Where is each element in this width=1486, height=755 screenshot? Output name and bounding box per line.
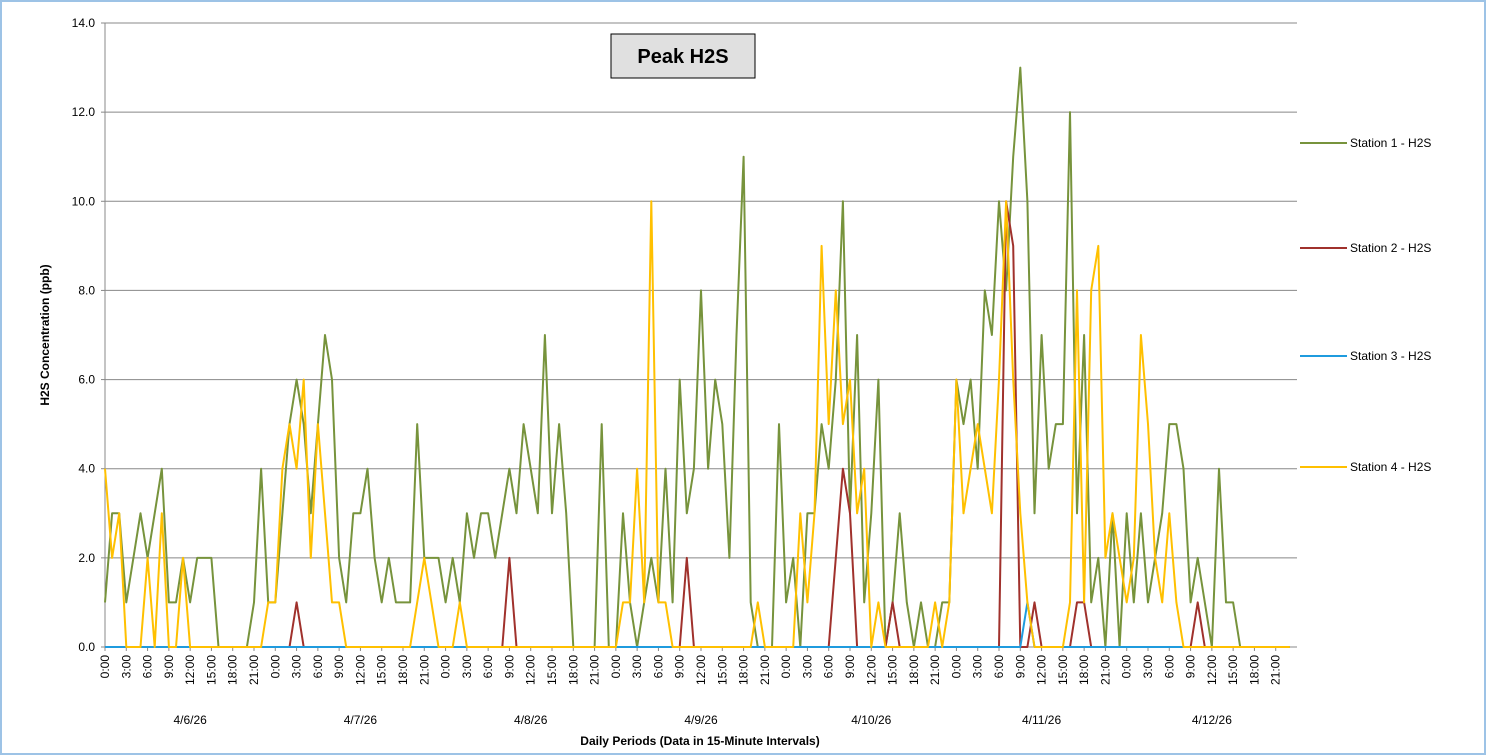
x-tick-label: 0:00 bbox=[439, 655, 453, 679]
x-tick-label: 9:00 bbox=[843, 655, 857, 679]
x-tick-label: 18:00 bbox=[226, 655, 240, 685]
x-tick-label: 9:00 bbox=[332, 655, 346, 679]
x-tick-label: 6:00 bbox=[992, 655, 1006, 679]
series-line bbox=[104, 200, 1290, 648]
day-label: 4/8/26 bbox=[514, 713, 548, 727]
x-tick-label: 0:00 bbox=[268, 655, 282, 679]
chart-title: Peak H2S bbox=[637, 46, 728, 68]
series-line bbox=[104, 66, 1290, 648]
title-box bbox=[610, 33, 756, 79]
x-tick-label: 21:00 bbox=[1269, 655, 1283, 685]
x-tick-label: 9:00 bbox=[673, 655, 687, 679]
x-tick-label: 15:00 bbox=[1226, 655, 1240, 685]
x-tick-label: 18:00 bbox=[907, 655, 921, 685]
x-axis-title: Daily Periods (Data in 15-Minute Interva… bbox=[580, 734, 819, 748]
day-label: 4/12/26 bbox=[1192, 713, 1232, 727]
x-tick-label: 9:00 bbox=[1013, 655, 1027, 679]
legend-label: Station 4 - H2S bbox=[1350, 460, 1431, 474]
legend-label: Station 2 - H2S bbox=[1350, 241, 1431, 255]
x-tick-label: 0:00 bbox=[1120, 655, 1134, 679]
y-tick-label: 14.0 bbox=[72, 16, 96, 30]
x-tick-label: 6:00 bbox=[1162, 655, 1176, 679]
x-tick-label: 15:00 bbox=[545, 655, 559, 685]
y-axis-title: H2S Concentration (ppb) bbox=[38, 264, 52, 405]
y-tick-label: 2.0 bbox=[78, 551, 95, 565]
x-tick-label: 3:00 bbox=[460, 655, 474, 679]
x-tick-label: 15:00 bbox=[204, 655, 218, 685]
y-tick-label: 0.0 bbox=[78, 640, 95, 654]
x-tick-label: 21:00 bbox=[247, 655, 261, 685]
x-tick-label: 0:00 bbox=[949, 655, 963, 679]
x-tick-label: 9:00 bbox=[1184, 655, 1198, 679]
x-tick-label: 12:00 bbox=[353, 655, 367, 685]
x-tick-label: 18:00 bbox=[396, 655, 410, 685]
x-tick-label: 12:00 bbox=[183, 655, 197, 685]
x-tick-label: 18:00 bbox=[1247, 655, 1261, 685]
x-tick-label: 0:00 bbox=[779, 655, 793, 679]
x-tick-label: 21:00 bbox=[928, 655, 942, 685]
day-label: 4/11/26 bbox=[1022, 713, 1061, 727]
x-tick-label: 3:00 bbox=[800, 655, 814, 679]
x-tick-label: 15:00 bbox=[886, 655, 900, 685]
x-tick-label: 3:00 bbox=[290, 655, 304, 679]
x-tick-label: 12:00 bbox=[864, 655, 878, 685]
x-tick-label: 3:00 bbox=[1141, 655, 1155, 679]
x-tick-label: 15:00 bbox=[715, 655, 729, 685]
x-tick-label: 0:00 bbox=[98, 655, 112, 679]
y-tick-label: 6.0 bbox=[78, 373, 95, 387]
legend-label: Station 3 - H2S bbox=[1350, 349, 1431, 363]
x-tick-label: 6:00 bbox=[651, 655, 665, 679]
x-tick-label: 18:00 bbox=[566, 655, 580, 685]
y-tick-label: 8.0 bbox=[78, 283, 95, 297]
legend-label: Station 1 - H2S bbox=[1350, 136, 1431, 150]
y-tick-label: 4.0 bbox=[78, 462, 95, 476]
x-tick-label: 15:00 bbox=[375, 655, 389, 685]
x-tick-label: 9:00 bbox=[162, 655, 176, 679]
x-tick-label: 12:00 bbox=[1035, 655, 1049, 685]
x-tick-label: 6:00 bbox=[822, 655, 836, 679]
y-tick-label: 10.0 bbox=[72, 194, 96, 208]
x-tick-label: 18:00 bbox=[737, 655, 751, 685]
x-tick-label: 6:00 bbox=[311, 655, 325, 679]
x-tick-label: 3:00 bbox=[119, 655, 133, 679]
x-tick-label: 9:00 bbox=[502, 655, 516, 679]
x-tick-label: 6:00 bbox=[481, 655, 495, 679]
x-tick-label: 0:00 bbox=[609, 655, 623, 679]
x-tick-label: 6:00 bbox=[141, 655, 155, 679]
day-label: 4/6/26 bbox=[173, 713, 207, 727]
x-tick-label: 12:00 bbox=[524, 655, 538, 685]
x-tick-label: 21:00 bbox=[758, 655, 772, 685]
x-tick-label: 21:00 bbox=[1098, 655, 1112, 685]
y-tick-label: 12.0 bbox=[72, 105, 96, 119]
x-tick-label: 3:00 bbox=[971, 655, 985, 679]
day-label: 4/9/26 bbox=[684, 713, 718, 727]
x-tick-label: 18:00 bbox=[1077, 655, 1091, 685]
x-tick-label: 15:00 bbox=[1056, 655, 1070, 685]
x-tick-label: 12:00 bbox=[1205, 655, 1219, 685]
plot bbox=[104, 66, 1290, 648]
x-tick-label: 21:00 bbox=[417, 655, 431, 685]
day-label: 4/10/26 bbox=[851, 713, 891, 727]
x-tick-label: 12:00 bbox=[694, 655, 708, 685]
x-tick-label: 3:00 bbox=[630, 655, 644, 679]
x-tick-label: 21:00 bbox=[588, 655, 602, 685]
day-label: 4/7/26 bbox=[344, 713, 378, 727]
